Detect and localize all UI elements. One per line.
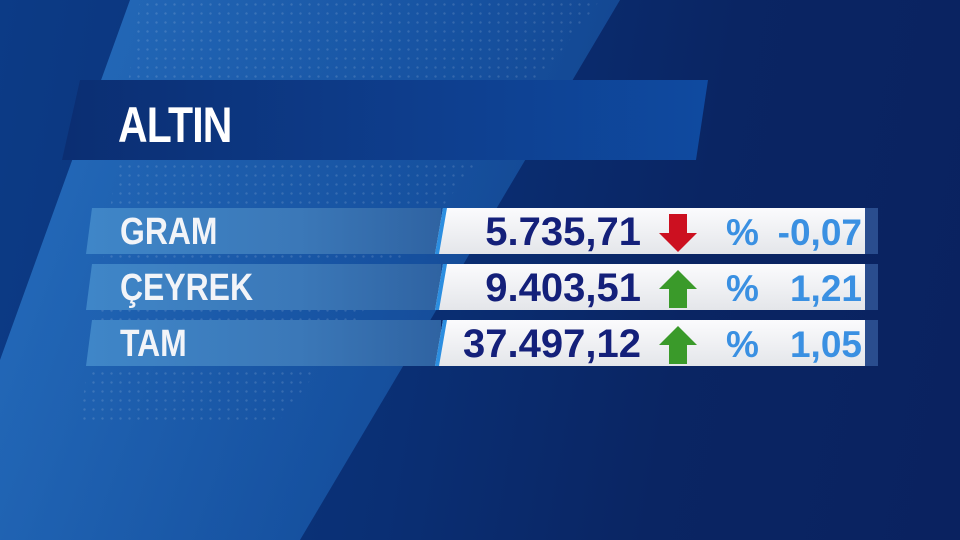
panel-strip <box>865 208 878 254</box>
row-label: ÇEYREK <box>120 267 254 309</box>
table-row: TAM 37.497,12 % 1,05 <box>86 320 878 366</box>
change-value: 1,05 <box>789 324 862 365</box>
change-value: -0,07 <box>777 212 862 253</box>
table-row: GRAM 5.735,71 % -0,07 <box>86 208 878 254</box>
row-label-bg: GRAM <box>86 208 441 254</box>
arrow-up-icon <box>659 270 697 308</box>
value-panel <box>435 320 865 366</box>
percent-sign: % <box>726 212 759 253</box>
price-value: 5.735,71 <box>485 210 641 254</box>
table-row: ÇEYREK 9.403,51 % 1,21 <box>86 264 878 310</box>
price-value: 37.497,12 <box>463 322 641 366</box>
percent-sign: % <box>726 324 759 365</box>
percent-sign: % <box>726 268 759 309</box>
row-label: TAM <box>120 323 187 365</box>
panel-strip <box>865 320 878 366</box>
row-label-bg: ÇEYREK <box>86 264 441 310</box>
page-title: ALTIN <box>118 97 232 153</box>
arrow-up-icon <box>659 326 697 364</box>
title-bar <box>62 80 708 160</box>
price-value: 9.403,51 <box>485 266 641 310</box>
value-panel <box>435 208 865 254</box>
panel-strip <box>865 264 878 310</box>
value-panel <box>435 264 865 310</box>
change-value: 1,21 <box>789 268 862 309</box>
arrow-down-icon <box>659 214 697 252</box>
row-label: GRAM <box>120 211 218 253</box>
row-label-bg: TAM <box>86 320 441 366</box>
